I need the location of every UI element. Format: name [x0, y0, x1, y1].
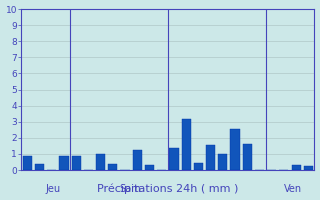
Bar: [243, 144, 252, 170]
X-axis label: Précipitations 24h ( mm ): Précipitations 24h ( mm ): [97, 184, 238, 194]
Bar: [108, 164, 117, 170]
Bar: [96, 154, 105, 170]
Text: Jeu: Jeu: [46, 184, 61, 194]
Bar: [23, 156, 32, 170]
Bar: [292, 165, 301, 170]
Bar: [230, 129, 240, 170]
Bar: [218, 154, 228, 170]
Bar: [206, 145, 215, 170]
Bar: [169, 148, 179, 170]
Bar: [304, 166, 313, 170]
Bar: [60, 156, 68, 170]
Bar: [35, 164, 44, 170]
Bar: [133, 150, 142, 170]
Text: Ven: Ven: [284, 184, 302, 194]
Bar: [72, 156, 81, 170]
Bar: [194, 163, 203, 170]
Bar: [145, 165, 154, 170]
Bar: [181, 119, 191, 170]
Text: Sam: Sam: [119, 184, 140, 194]
